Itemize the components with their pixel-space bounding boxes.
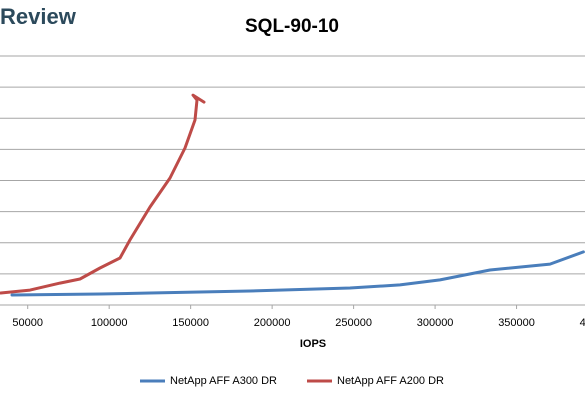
x-tick-label: 150000 — [172, 317, 209, 329]
chart-title: SQL-90-10 — [245, 16, 339, 37]
x-tick-label: 200000 — [254, 317, 291, 329]
legend-label: NetApp AFF A200 DR — [337, 375, 444, 387]
x-tick-label: 50000 — [12, 317, 43, 329]
series-line — [0, 93, 206, 295]
x-tick-label: 300000 — [417, 317, 454, 329]
series-line — [10, 250, 585, 297]
logo: Review — [0, 4, 77, 29]
x-axis-title: IOPS — [300, 338, 326, 350]
x-tick-label: 100000 — [91, 317, 128, 329]
x-tick-label: 250000 — [335, 317, 372, 329]
x-tick-label: 400000 — [580, 317, 585, 329]
x-tick-label: 350000 — [498, 317, 535, 329]
legend-label: NetApp AFF A300 DR — [170, 375, 277, 387]
